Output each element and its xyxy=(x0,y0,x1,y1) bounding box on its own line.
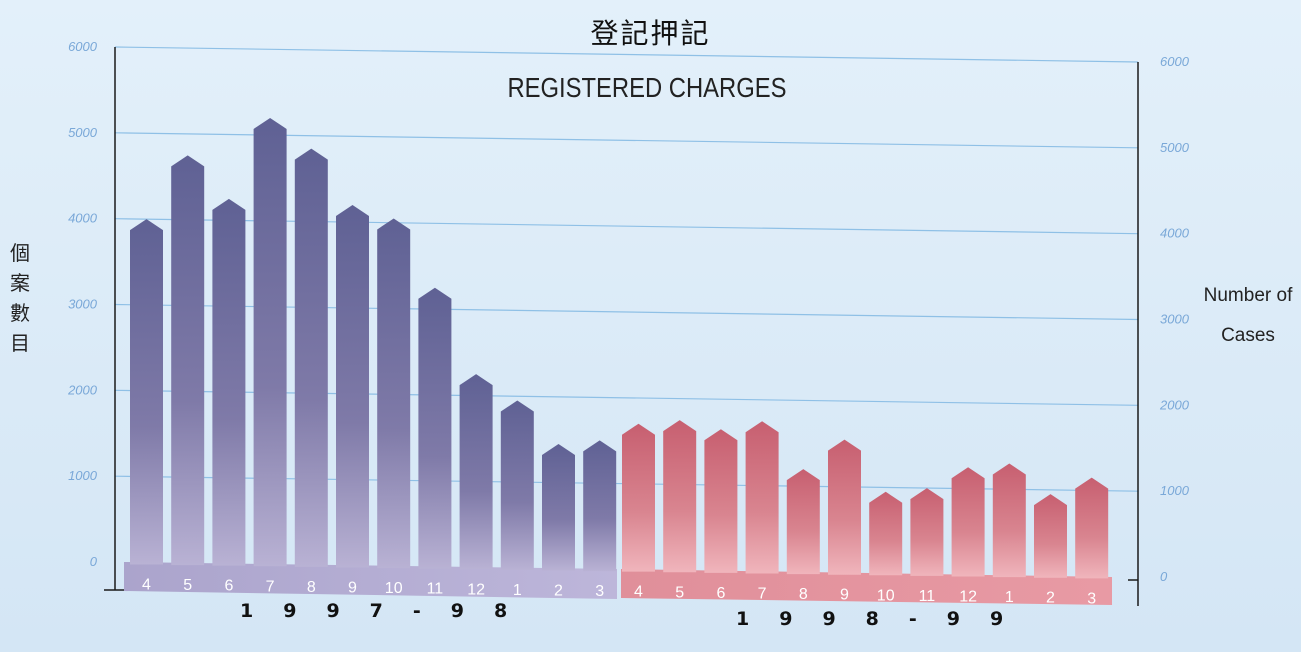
x-tick-label: 10 xyxy=(877,587,895,604)
x-tick-label: 12 xyxy=(959,589,977,606)
bar xyxy=(663,420,697,573)
chart-title-en: REGISTERED CHARGES xyxy=(507,72,787,103)
bar xyxy=(992,463,1026,578)
x-tick-label: 6 xyxy=(716,585,725,602)
bar xyxy=(418,287,452,569)
bar xyxy=(1034,494,1067,578)
baseline-band-1997-98 xyxy=(124,562,617,599)
y-tick-label-right: 0 xyxy=(1160,569,1168,584)
bar xyxy=(130,219,163,565)
gridline xyxy=(114,46,1139,63)
chart-title-zh: 登記押記 xyxy=(590,17,711,50)
x-tick-label: 9 xyxy=(840,587,849,604)
bar xyxy=(294,148,328,567)
x-tick-label: 2 xyxy=(554,583,563,600)
x-tick-label: 5 xyxy=(675,584,684,601)
y-axis-label-zh: 個案數目 xyxy=(10,241,30,355)
bar xyxy=(459,374,493,570)
bar xyxy=(745,421,779,574)
x-tick-label: 4 xyxy=(142,576,151,593)
bar xyxy=(828,439,861,575)
x-tick-label: 1 xyxy=(513,582,522,599)
y-axis-label-en: Number of Cases xyxy=(1203,285,1293,346)
x-tick-label: 11 xyxy=(919,588,936,605)
y-tick-label-left: 0 xyxy=(90,554,98,569)
y-tick-label-right: 5000 xyxy=(1160,140,1190,155)
bar xyxy=(1075,477,1109,579)
y-tick-label-left: 6000 xyxy=(68,39,98,54)
x-tick-label: 9 xyxy=(348,579,357,596)
y-tick-label-right: 4000 xyxy=(1160,226,1190,241)
y-tick-label-left: 4000 xyxy=(68,211,98,226)
x-tick-label: 8 xyxy=(799,586,808,603)
bar xyxy=(786,469,820,575)
bar xyxy=(253,117,287,567)
bar xyxy=(622,423,655,572)
x-tick-label: 8 xyxy=(307,579,316,596)
bar xyxy=(542,444,575,571)
x-tick-label: 7 xyxy=(758,585,767,602)
x-tick-label: 10 xyxy=(385,580,403,597)
x-tick-label: 6 xyxy=(224,578,233,595)
x-tick-label: 3 xyxy=(1087,590,1096,607)
baseline-band-1998-99 xyxy=(621,569,1112,605)
y-tick-label-left: 5000 xyxy=(68,125,98,140)
y-tick-label-right: 1000 xyxy=(1160,483,1190,498)
bar xyxy=(500,400,534,570)
x-tick-label: 7 xyxy=(266,578,275,595)
bar xyxy=(910,488,944,576)
bar xyxy=(212,198,246,566)
x-tick-label: 11 xyxy=(427,581,444,598)
x-tick-label: 1 xyxy=(1005,589,1014,606)
x-tick-label: 3 xyxy=(595,583,604,600)
bar xyxy=(377,218,411,569)
y-tick-label-left: 3000 xyxy=(68,297,98,312)
x-tick-label: 2 xyxy=(1046,590,1055,607)
y-tick-label-left: 2000 xyxy=(67,382,98,397)
bar xyxy=(583,440,617,572)
y-tick-label-right: 2000 xyxy=(1159,397,1190,412)
x-tick-label: 4 xyxy=(634,584,643,601)
bar xyxy=(951,467,985,577)
y-tick-label-right: 6000 xyxy=(1160,54,1190,69)
bar xyxy=(171,155,205,566)
year-label-1997-98: 1997-98 xyxy=(240,600,537,622)
bar xyxy=(869,491,903,576)
year-label-1998-99: 1998-99 xyxy=(736,608,1033,630)
y-tick-label-left: 1000 xyxy=(68,468,98,483)
x-tick-label: 5 xyxy=(183,577,192,594)
y-tick-label-right: 3000 xyxy=(1160,312,1190,327)
bar xyxy=(704,429,738,573)
x-tick-label: 12 xyxy=(467,581,485,598)
bar xyxy=(336,204,369,568)
